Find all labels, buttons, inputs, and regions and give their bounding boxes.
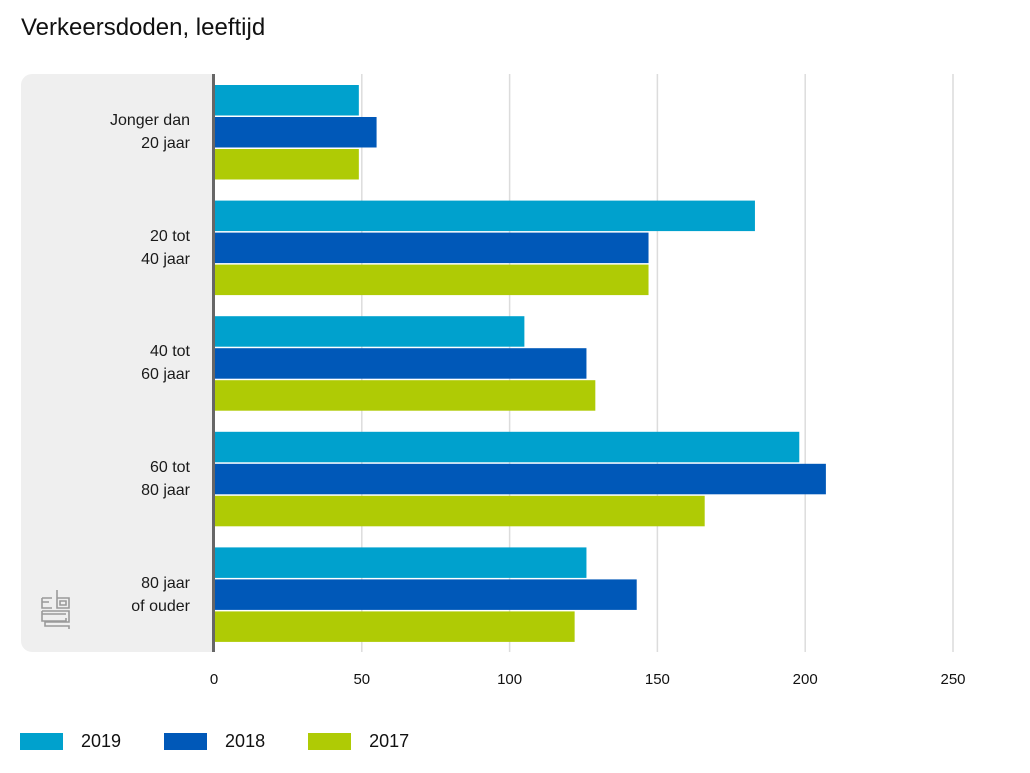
category-label: 20 tot 40 jaar (20, 225, 190, 271)
legend: 2019 2018 2017 (20, 731, 452, 752)
legend-item-2018[interactable]: 2018 (164, 731, 265, 752)
category-label-line: 20 tot (149, 227, 190, 245)
bar-2017[interactable] (215, 264, 649, 296)
category-label-line: of ouder (131, 597, 190, 615)
bar-2017[interactable] (215, 149, 359, 180)
bar-2017[interactable] (215, 380, 596, 411)
bar-2017[interactable] (215, 495, 705, 527)
bar-2018[interactable] (215, 579, 637, 610)
bar-2018[interactable] (215, 348, 587, 379)
x-tick-label: 100 (497, 671, 522, 688)
x-tick-labels: 0 50 100 150 200 250 (210, 671, 966, 688)
x-tick-label: 50 (353, 671, 370, 688)
legend-swatch (20, 733, 63, 750)
bar-2019[interactable] (215, 85, 359, 116)
x-tick-label: 200 (793, 671, 818, 688)
category-label-line: 20 jaar (141, 135, 190, 153)
category-label: 60 tot 80 jaar (20, 456, 190, 502)
category-label-line: 40 tot (149, 343, 190, 361)
x-tick-label: 250 (940, 671, 965, 688)
category-label-line: 40 jaar (141, 250, 190, 268)
category-label-line: 60 jaar (141, 366, 190, 384)
bar-2017[interactable] (215, 611, 575, 642)
bar-2019[interactable] (215, 431, 800, 463)
bars (215, 85, 826, 642)
legend-item-2017[interactable]: 2017 (308, 731, 409, 752)
x-tick-label: 150 (645, 671, 670, 688)
bar-2018[interactable] (215, 232, 649, 264)
category-label-line: 80 jaar (141, 574, 190, 592)
category-panel (21, 74, 213, 652)
category-label-line: 80 jaar (141, 482, 190, 500)
legend-label: 2017 (369, 731, 410, 751)
category-label-line: 60 tot (149, 459, 190, 477)
legend-swatch (308, 733, 352, 750)
legend-label: 2018 (225, 731, 266, 751)
bar-2019[interactable] (215, 316, 525, 347)
cbs-logo-icon (41, 590, 70, 629)
category-label-line: Jonger dan (109, 112, 190, 130)
legend-label: 2019 (81, 731, 122, 751)
legend-item-2019[interactable]: 2019 (20, 731, 121, 752)
category-label: Jonger dan 20 jaar (20, 109, 190, 155)
category-label: 40 tot 60 jaar (20, 340, 190, 386)
bar-2018[interactable] (215, 117, 377, 148)
bar-2019[interactable] (215, 200, 755, 232)
chart-title: Verkeersdoden, leeftijd (21, 14, 266, 41)
x-tick-label: 0 (210, 671, 218, 688)
bar-2018[interactable] (215, 463, 826, 495)
legend-swatch (164, 733, 208, 750)
category-label: 80 jaar of ouder (20, 572, 190, 618)
bar-2019[interactable] (215, 547, 587, 578)
